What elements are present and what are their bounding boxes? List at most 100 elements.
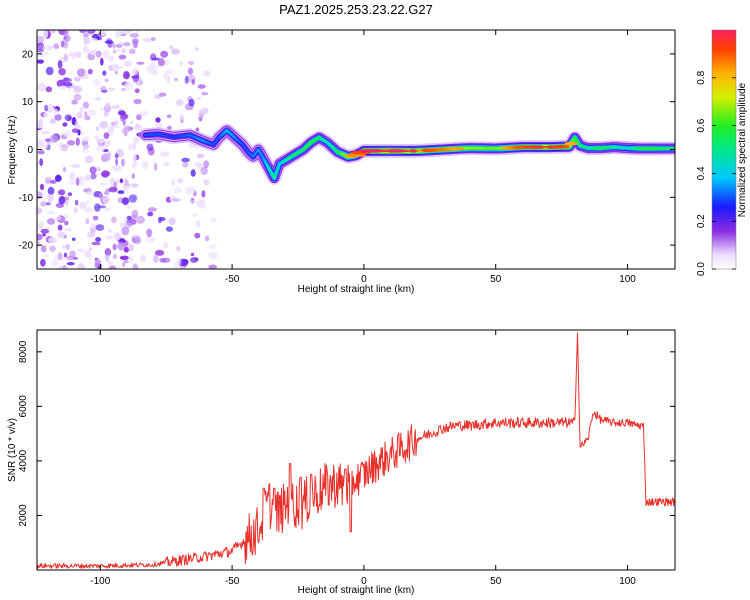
x-tick-label: -50 — [225, 274, 240, 285]
noise-speck — [201, 190, 206, 198]
noise-speck — [112, 43, 116, 49]
noise-cloud — [37, 30, 218, 269]
noise-speck — [88, 253, 93, 261]
ridge-hotspot — [368, 149, 385, 153]
noise-speck — [112, 253, 118, 259]
noise-speck — [69, 250, 76, 258]
noise-speck — [163, 162, 170, 167]
noise-speck — [86, 191, 95, 196]
noise-speck — [76, 177, 80, 186]
noise-speck — [147, 64, 155, 74]
noise-speck — [73, 207, 78, 214]
noise-speck — [107, 87, 115, 92]
noise-speck — [129, 218, 137, 225]
noise-speck — [191, 79, 195, 85]
noise-speck — [63, 130, 72, 138]
noise-speck — [105, 102, 111, 108]
noise-speck — [155, 122, 163, 129]
noise-speck — [208, 252, 218, 260]
noise-speck — [114, 71, 118, 75]
noise-speck — [189, 200, 197, 204]
noise-speck — [108, 228, 112, 234]
colorbar-frame — [711, 29, 737, 270]
noise-speck — [95, 50, 102, 58]
noise-speck — [198, 204, 207, 209]
noise-speck — [78, 201, 87, 210]
noise-speck — [64, 252, 67, 258]
noise-speck — [84, 174, 91, 182]
noise-speck — [132, 40, 139, 49]
noise-speck — [103, 110, 109, 117]
noise-speck — [67, 116, 72, 121]
noise-speck — [95, 166, 102, 172]
noise-speck — [115, 120, 119, 126]
colorbar-gradient — [712, 30, 736, 269]
noise-speck — [180, 265, 185, 269]
noise-speck — [90, 173, 97, 180]
noise-speck — [87, 68, 93, 75]
noise-speck — [166, 114, 172, 118]
noise-speck — [140, 254, 147, 263]
noise-speck — [63, 213, 68, 220]
noise-speck — [68, 179, 76, 185]
noise-speck — [132, 160, 138, 168]
noise-speck — [135, 236, 142, 245]
noise-speck — [91, 241, 101, 246]
noise-speck — [190, 257, 199, 263]
noise-speck — [99, 182, 109, 186]
noise-speck — [37, 48, 44, 53]
colorbar-tick-label: 0.0 — [696, 262, 707, 276]
noise-speck — [89, 166, 97, 175]
noise-speck — [46, 44, 54, 51]
noise-speck — [147, 207, 157, 212]
ridge-hotspot — [535, 145, 544, 149]
noise-speck — [110, 105, 120, 109]
noise-speck — [44, 138, 52, 142]
noise-speck — [47, 194, 54, 202]
noise-speck — [153, 162, 158, 171]
ridge-trace — [138, 123, 675, 186]
noise-speck — [103, 207, 111, 212]
noise-speck — [113, 232, 121, 241]
colorbar-tick-label: 0.4 — [696, 166, 707, 180]
noise-speck — [76, 68, 86, 77]
noise-speck — [208, 264, 217, 269]
y-tick-label: 8000 — [18, 340, 29, 363]
noise-speck — [47, 103, 54, 113]
noise-speck — [193, 212, 197, 218]
noise-speck — [204, 235, 210, 242]
noise-speck — [71, 164, 81, 169]
noise-speck — [37, 233, 43, 241]
noise-speck — [83, 46, 91, 54]
noise-speck — [100, 57, 104, 66]
x-tick-label: 0 — [361, 576, 367, 587]
noise-speck — [107, 260, 114, 265]
noise-speck — [76, 111, 83, 119]
noise-speck — [79, 30, 87, 33]
noise-speck — [196, 153, 205, 157]
noise-speck — [78, 177, 86, 186]
noise-speck — [190, 169, 196, 177]
colorbar-ticks: 0.0 0.2 0.4 0.6 0.8 — [696, 70, 736, 276]
y-tick-label: 20 — [22, 49, 34, 60]
noise-speck — [146, 228, 153, 238]
noise-speck — [54, 114, 62, 121]
noise-speck — [124, 183, 131, 187]
noise-speck — [190, 252, 195, 257]
noise-speck — [55, 216, 62, 221]
noise-speck — [102, 70, 107, 76]
x-tick-label: 100 — [619, 274, 636, 285]
noise-speck — [63, 82, 73, 87]
colorbar-tick-label: 0.6 — [696, 118, 707, 132]
noise-speck — [43, 30, 49, 39]
noise-speck — [37, 144, 42, 148]
noise-speck — [128, 143, 132, 152]
noise-speck — [124, 81, 133, 91]
noise-speck — [85, 218, 90, 225]
noise-speck — [58, 189, 66, 196]
noise-speck — [196, 219, 201, 228]
noise-speck — [129, 120, 134, 125]
y-tick-label: 10 — [22, 97, 34, 108]
noise-speck — [150, 37, 156, 41]
